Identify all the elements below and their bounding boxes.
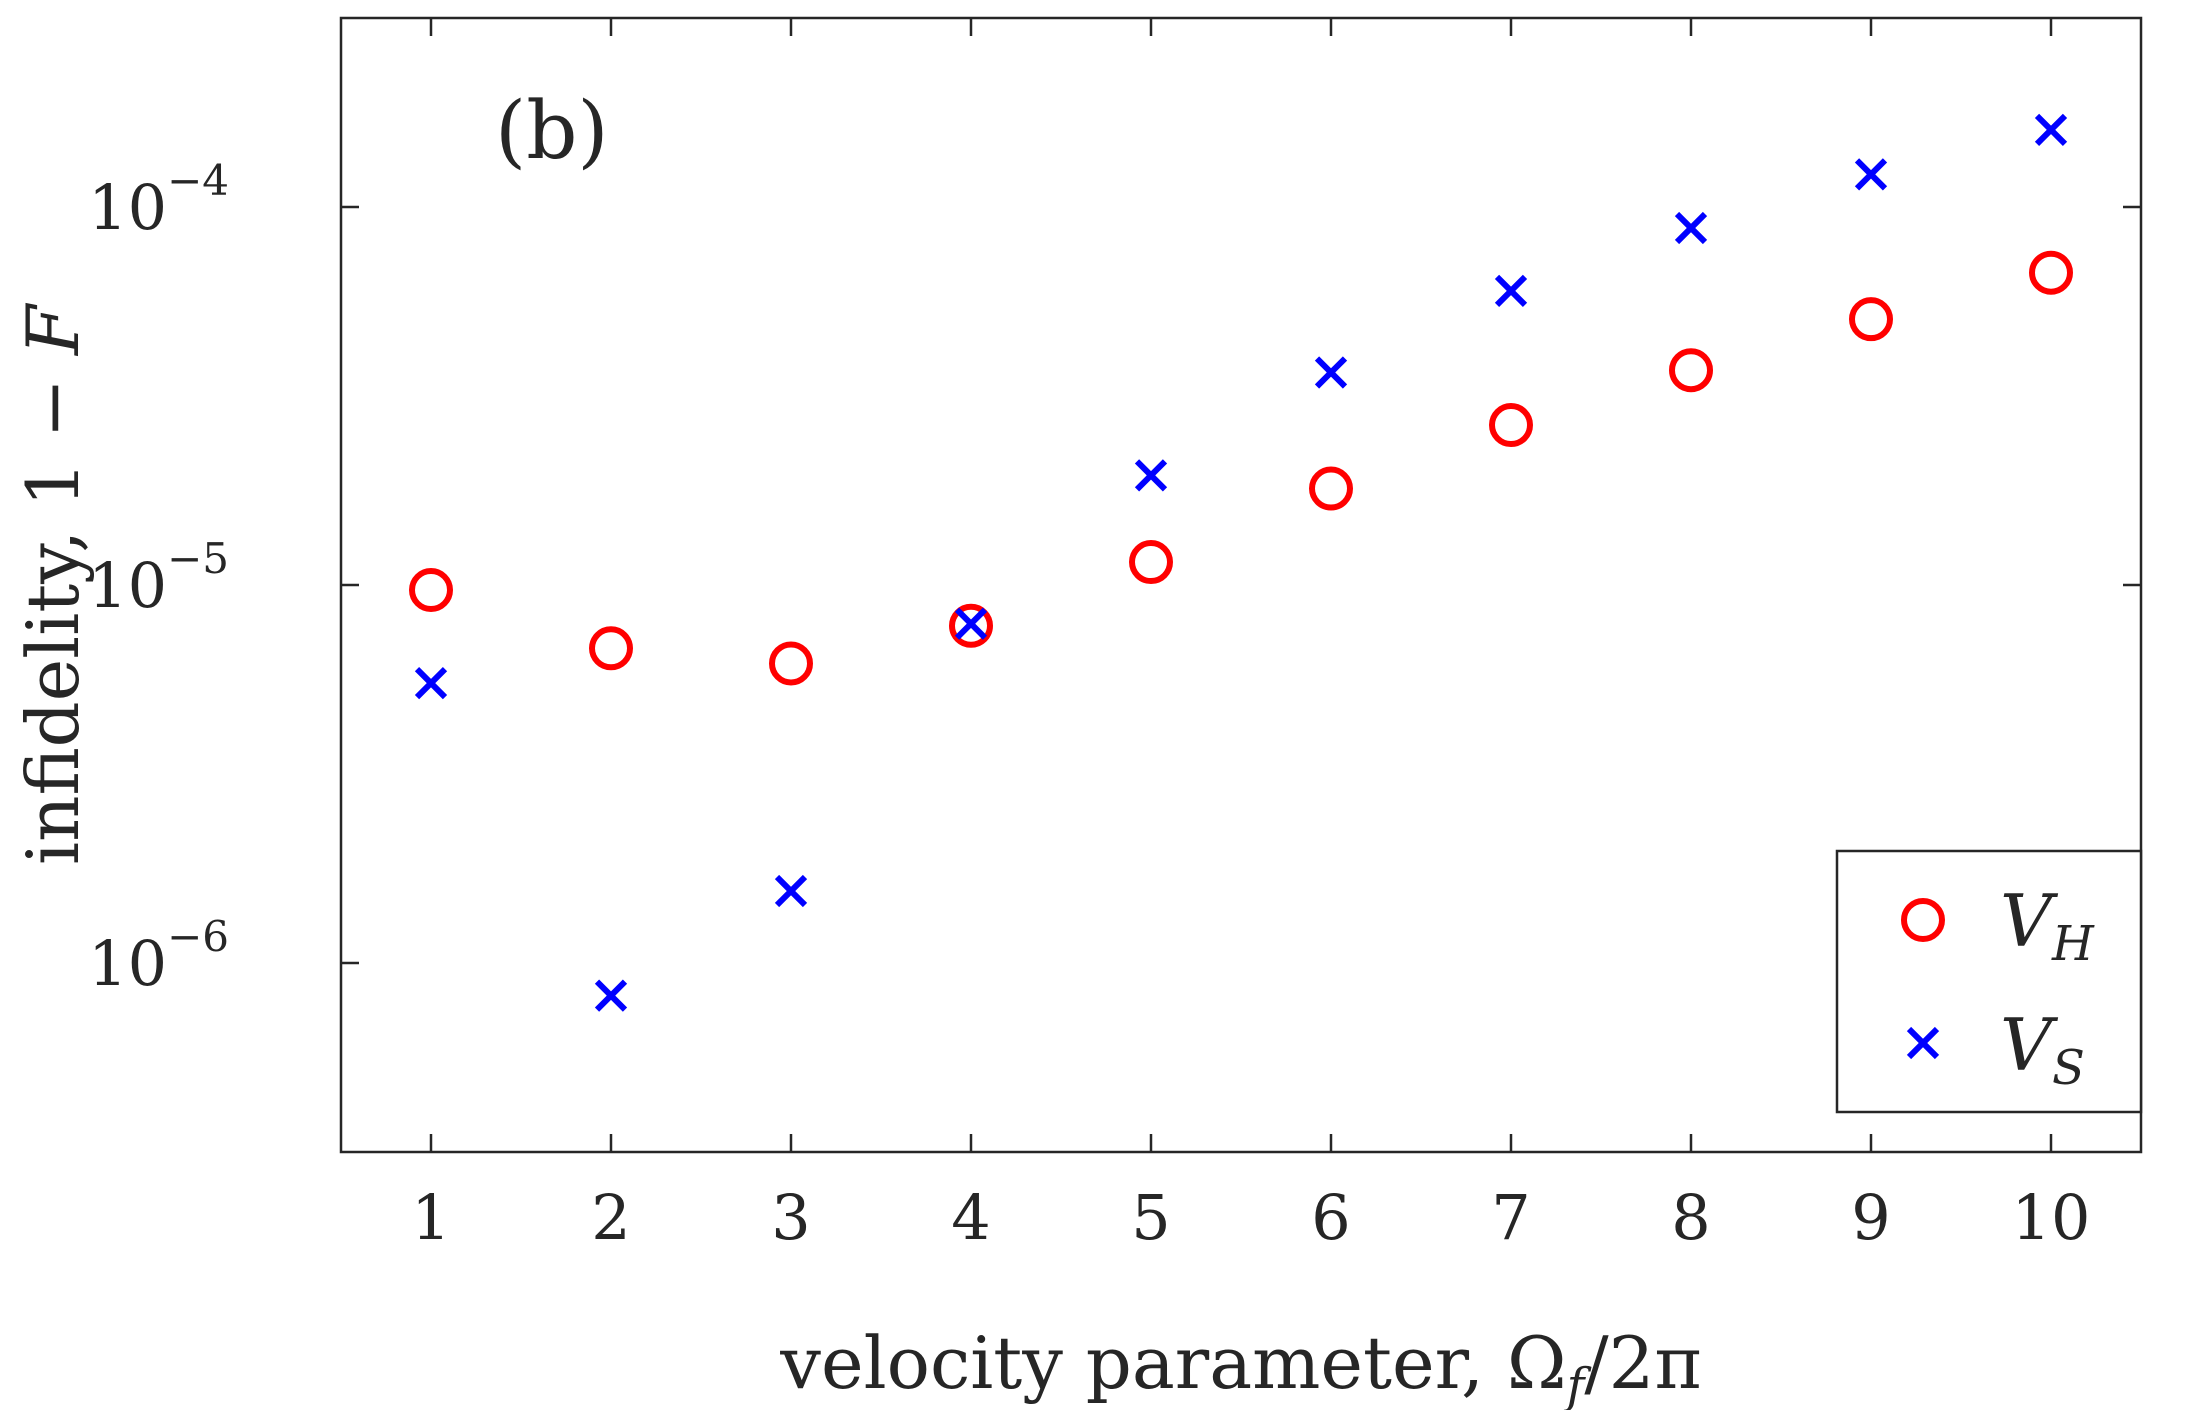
- legend-marker-vh: [1901, 898, 1945, 942]
- y-tick-label: 10−5: [88, 534, 229, 622]
- data-point-vs: [774, 874, 808, 908]
- y-axis-label: infidelity, 1 − F: [11, 302, 95, 865]
- data-point-vs: [1674, 211, 1708, 245]
- x-axis-ticks: 1 2 3 4 5 6 7 8 9 10: [411, 18, 2090, 1254]
- x-tick-label: 7: [1491, 1181, 1530, 1254]
- x-tick-label: 1: [411, 1181, 450, 1254]
- data-point-vh: [409, 568, 453, 613]
- data-point-vs: [2034, 113, 2068, 146]
- data-point-vh: [1849, 297, 1893, 342]
- legend-marker-vs: [1906, 1026, 1940, 1060]
- x-tick-label: 9: [1851, 1181, 1890, 1254]
- data-point-vh: [1489, 403, 1533, 448]
- data-point-vs: [1314, 356, 1348, 389]
- data-point-vs: [1494, 274, 1528, 307]
- y-tick-label: 10−6: [88, 912, 229, 1000]
- x-tick-label: 6: [1311, 1181, 1350, 1254]
- x-tick-label: 10: [2012, 1181, 2091, 1254]
- data-point-vh: [1669, 348, 1713, 393]
- data-point-vs: [594, 979, 628, 1012]
- x-tick-label: 4: [951, 1181, 990, 1254]
- series-layer: [409, 113, 2073, 1012]
- x-tick-label: 2: [591, 1181, 630, 1254]
- data-point-vs: [414, 667, 448, 700]
- legend-label-vh: VH: [2000, 879, 2095, 972]
- data-point-vh: [589, 626, 633, 671]
- data-point-vh: [769, 641, 813, 686]
- x-axis-label: velocity parameter, Ωf/2π: [779, 1321, 1701, 1410]
- x-tick-label: 8: [1671, 1181, 1710, 1254]
- data-point-vs: [954, 607, 988, 640]
- legend-box: [1835, 849, 2143, 1114]
- data-point-vh: [2029, 250, 2073, 295]
- legend-label-vs: VS: [2000, 1003, 2085, 1096]
- y-axis-ticks: 10−6 10−5 10−4: [88, 156, 2141, 1000]
- data-point-vs: [1854, 158, 1888, 191]
- data-point-vh: [1129, 540, 1173, 585]
- x-tick-label: 3: [771, 1181, 810, 1254]
- data-point-vs: [1134, 459, 1168, 492]
- panel-label: (b): [495, 84, 609, 177]
- data-point-vh: [1309, 466, 1353, 511]
- x-tick-label: 5: [1131, 1181, 1170, 1254]
- legend: VH VS: [1835, 849, 2143, 1114]
- data-point-vh: [949, 603, 993, 648]
- y-tick-label: 10−4: [88, 156, 229, 244]
